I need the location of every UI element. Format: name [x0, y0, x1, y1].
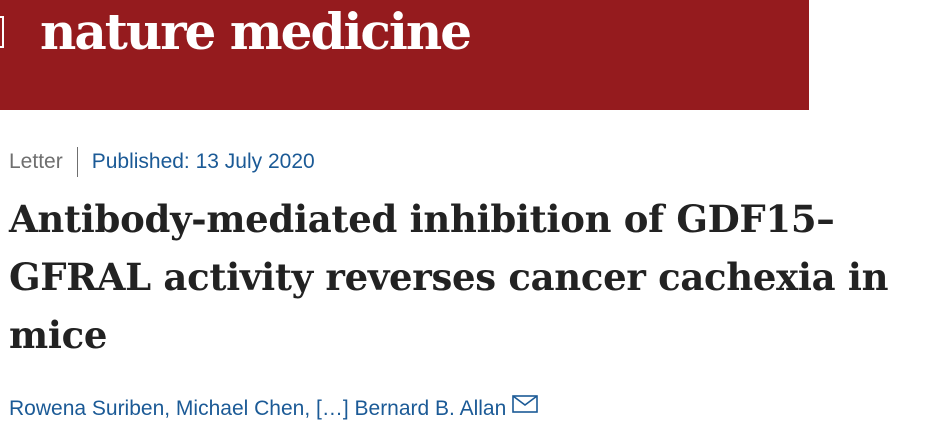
envelope-icon[interactable]: [512, 395, 539, 413]
menu-edge-icon[interactable]: [0, 16, 4, 48]
article-type: Letter: [9, 150, 63, 173]
journal-banner: nature medicine: [0, 0, 809, 110]
published-date: Published: 13 July 2020: [91, 150, 315, 173]
article-title: Antibody-mediated inhibition of GDF15–GF…: [9, 197, 889, 357]
journal-logo[interactable]: nature medicine: [40, 2, 472, 61]
authors-link[interactable]: Rowena Suriben, Michael Chen, […] Bernar…: [9, 397, 507, 420]
meta-divider: [76, 147, 78, 177]
author-list: Rowena Suriben, Michael Chen, […] Bernar…: [9, 395, 539, 421]
article-meta: Letter Published: 13 July 2020: [9, 147, 315, 177]
